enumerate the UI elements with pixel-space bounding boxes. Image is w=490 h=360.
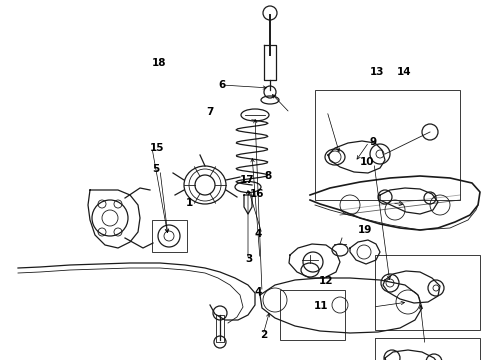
Bar: [280, 290, 345, 340]
Bar: [375, 338, 480, 360]
Text: 10: 10: [360, 157, 375, 167]
Text: 1: 1: [186, 198, 194, 208]
Text: 8: 8: [265, 171, 272, 181]
Text: 17: 17: [240, 175, 255, 185]
Text: 3: 3: [245, 254, 252, 264]
Text: 4: 4: [255, 287, 262, 297]
Bar: [375, 255, 480, 330]
Text: 9: 9: [370, 137, 377, 147]
Text: 13: 13: [370, 67, 385, 77]
Text: 12: 12: [318, 276, 333, 286]
Bar: [152, 220, 187, 252]
Text: 15: 15: [149, 143, 164, 153]
Text: 4: 4: [255, 229, 262, 239]
Text: 5: 5: [152, 164, 159, 174]
Text: 14: 14: [397, 67, 412, 77]
Text: 19: 19: [358, 225, 372, 235]
Text: 11: 11: [314, 301, 328, 311]
Text: 7: 7: [206, 107, 213, 117]
Text: 16: 16: [250, 189, 265, 199]
Text: 6: 6: [218, 80, 225, 90]
Text: 2: 2: [260, 330, 267, 340]
Text: 18: 18: [152, 58, 167, 68]
Bar: [315, 90, 460, 200]
